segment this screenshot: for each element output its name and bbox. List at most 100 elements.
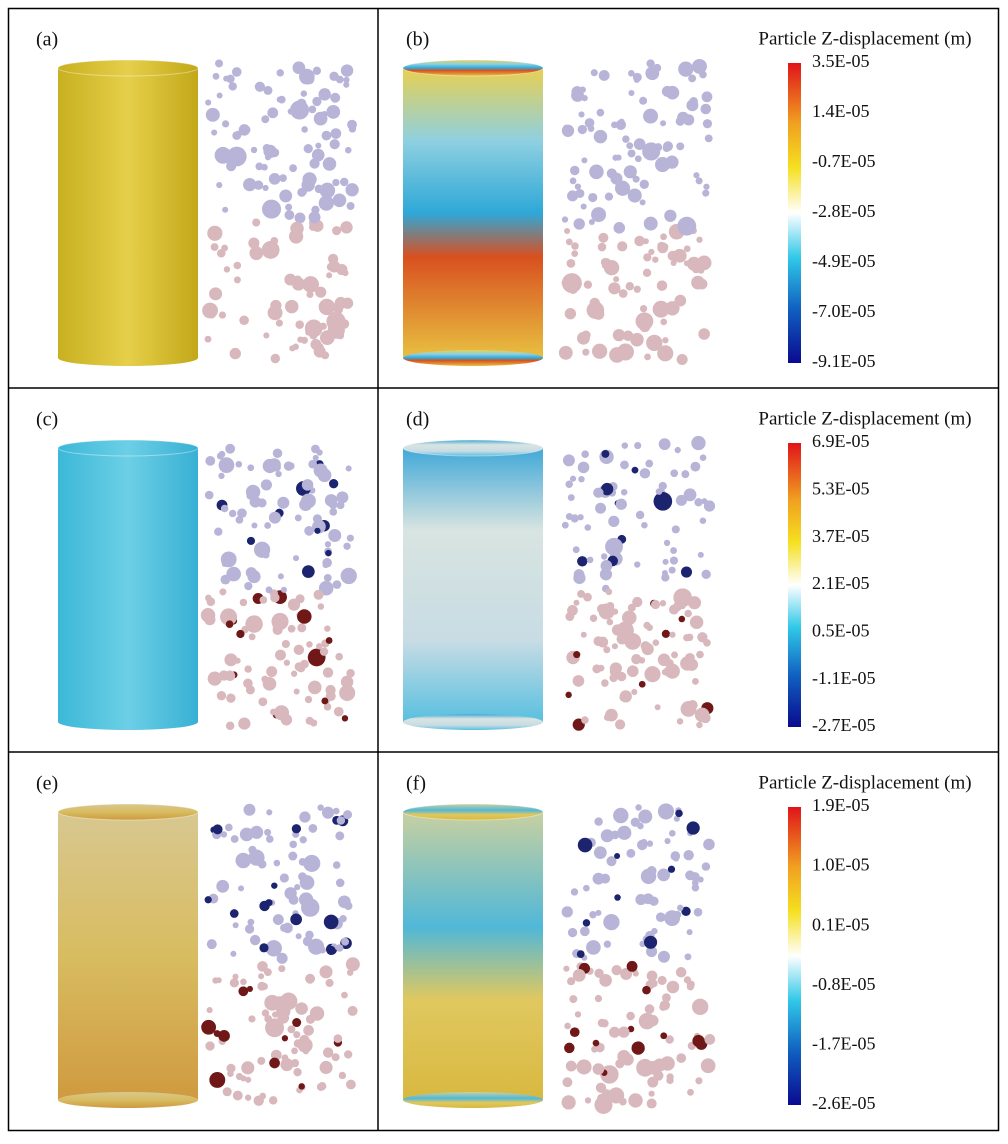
particle (258, 697, 268, 707)
specimen-top (402, 439, 544, 457)
particle (658, 438, 671, 451)
particle (581, 157, 588, 164)
particle (312, 96, 322, 107)
particle (226, 1063, 236, 1073)
particle (577, 837, 593, 853)
particle (600, 829, 614, 843)
particle (301, 479, 314, 491)
particle (581, 450, 589, 459)
particle (597, 603, 607, 614)
particle (270, 353, 281, 364)
particle (644, 1004, 655, 1014)
particle (564, 307, 577, 320)
particle (235, 852, 251, 869)
particle (343, 810, 353, 820)
particle (293, 275, 302, 284)
particle (238, 124, 251, 136)
particle (639, 304, 648, 313)
particle (633, 76, 640, 83)
particle (589, 911, 597, 919)
particle (583, 884, 590, 892)
particle (209, 287, 223, 301)
particle (561, 906, 573, 918)
particle (592, 872, 605, 885)
particle (299, 68, 315, 85)
particle (634, 441, 642, 450)
particle (216, 181, 223, 189)
particle (603, 913, 620, 931)
particle (287, 624, 296, 633)
particle (699, 70, 707, 79)
particle (631, 1041, 645, 1055)
particle (267, 107, 279, 119)
particle (600, 560, 613, 572)
particle (338, 1071, 347, 1080)
particle (204, 896, 212, 904)
particle (650, 979, 658, 988)
particle (226, 566, 241, 582)
particle (574, 1011, 582, 1018)
colorbar-tick-label: -4.9E-05 (812, 251, 875, 271)
particle (252, 615, 260, 623)
particle (638, 1012, 656, 1030)
particle (620, 460, 629, 470)
particle (671, 525, 680, 534)
particle (317, 804, 324, 811)
particle (266, 666, 278, 678)
particle (262, 676, 277, 691)
particle (670, 547, 678, 554)
particle (329, 508, 338, 516)
particle (205, 455, 216, 466)
particle (205, 107, 220, 122)
particle (678, 615, 686, 623)
particle (229, 909, 239, 918)
particle (696, 650, 704, 659)
particle (572, 675, 585, 687)
colorbar (788, 807, 801, 1105)
particle (340, 675, 354, 689)
particle (325, 549, 332, 557)
colorbar-tick-label: 1.4E-05 (812, 101, 870, 121)
particle (589, 164, 604, 180)
particle (276, 69, 284, 77)
particle (618, 289, 628, 298)
particle (630, 817, 640, 827)
particle (257, 961, 268, 972)
particle (582, 348, 590, 356)
particle (332, 226, 342, 236)
particle (657, 345, 674, 362)
particle (608, 282, 621, 295)
particle (346, 201, 355, 211)
particle (290, 100, 310, 120)
particle (245, 567, 257, 579)
particle (225, 443, 236, 454)
particle (244, 1094, 252, 1101)
particle (567, 605, 578, 616)
particle (332, 807, 340, 815)
colorbar-tick-label: -2.6E-05 (812, 1093, 875, 1113)
particle (643, 253, 652, 262)
particle (650, 599, 661, 610)
particle (246, 536, 256, 545)
particle (306, 279, 314, 287)
particle (593, 636, 604, 647)
particle (265, 1018, 285, 1038)
particle (666, 1076, 674, 1085)
particle (211, 129, 218, 136)
particle (272, 463, 281, 472)
particle (633, 138, 646, 150)
particle (572, 546, 580, 554)
particle (700, 1058, 716, 1074)
particle (326, 272, 333, 279)
particle (586, 940, 601, 955)
particle (299, 836, 307, 844)
particle (701, 862, 711, 871)
particle (279, 189, 293, 203)
particle (299, 1034, 310, 1046)
particle (664, 209, 677, 222)
particle (603, 940, 612, 948)
particle (238, 717, 251, 730)
particle (296, 230, 303, 237)
particle (298, 872, 307, 881)
particle (683, 245, 691, 253)
